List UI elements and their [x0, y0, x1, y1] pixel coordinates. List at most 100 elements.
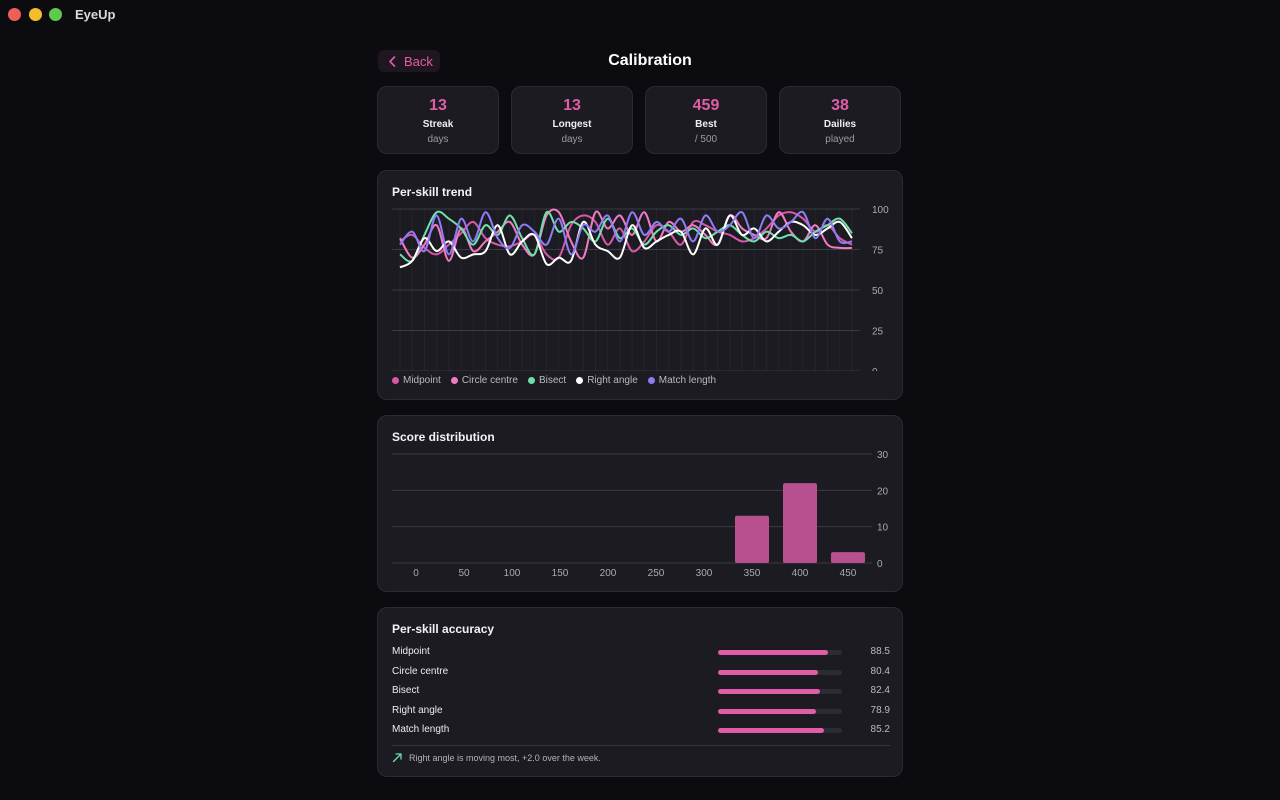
accuracy-fill	[718, 708, 816, 714]
legend-entry: Circle centre	[450, 375, 518, 386]
y-tick-label: 20	[877, 486, 889, 497]
app-name: EyeUp	[75, 7, 116, 22]
series-line	[399, 214, 853, 269]
accuracy-value: 82.4	[870, 685, 890, 696]
x-tick-label: 150	[552, 568, 569, 579]
legend-label: Right angle	[587, 375, 638, 386]
accuracy-fill	[718, 728, 824, 733]
accuracy-row: Midpoint 88.5	[392, 646, 890, 660]
stat-value: 459	[692, 97, 720, 114]
x-tick-label: 300	[696, 568, 713, 579]
stat-sub: days	[427, 134, 449, 145]
y-tick-label: 0	[872, 367, 878, 371]
accuracy-row: Circle centre 80.4	[392, 666, 890, 680]
accuracy-track	[718, 650, 842, 655]
accuracy-track	[718, 728, 842, 733]
legend-entry: Right angle	[576, 375, 638, 386]
x-tick-label: 450	[840, 568, 857, 579]
stat-sub: / 500	[694, 134, 718, 145]
accuracy-title: Per-skill accuracy	[392, 622, 495, 636]
legend-entry: Match length	[647, 375, 717, 386]
accuracy-row: Right angle 78.9	[392, 705, 890, 719]
stat-label: Best	[695, 119, 717, 130]
x-tick-label: 0	[413, 568, 419, 579]
accuracy-value: 78.9	[870, 704, 890, 716]
trend-chart: 0 25 50 75 100	[392, 205, 889, 371]
stat-value: 13	[429, 97, 447, 114]
trend-title: Per-skill trend	[392, 185, 473, 199]
legend-swatch	[392, 377, 399, 384]
stat-label: Longest	[552, 119, 592, 130]
y-tick-label: 25	[872, 327, 884, 338]
accuracy-track	[718, 669, 842, 675]
series-line	[399, 208, 853, 262]
accuracy-label: Circle centre	[392, 665, 449, 677]
stat-sub: days	[561, 134, 583, 145]
stat-card-streak: 13 Streak days	[377, 86, 499, 154]
close-window-button[interactable]	[8, 8, 21, 21]
bar	[735, 515, 769, 563]
distribution-panel: Score distribution 0 10 20 30 0 50 100 150 200 25…	[377, 415, 903, 592]
bar	[831, 552, 865, 563]
accuracy-track	[718, 708, 842, 714]
x-tick-label: 250	[648, 568, 665, 579]
series-line	[399, 210, 853, 263]
y-tick-label: 50	[872, 286, 884, 297]
accuracy-track	[718, 689, 842, 694]
accuracy-value: 88.5	[870, 646, 890, 657]
legend-entry: Bisect	[527, 375, 567, 386]
y-tick-label: 30	[877, 450, 889, 461]
accuracy-fill	[718, 669, 818, 675]
trend-legend: Midpoint Circle centre Bisect Right angle Ma…	[392, 375, 716, 386]
legend-label: Circle centre	[461, 375, 518, 386]
back-button[interactable]: Back	[378, 50, 440, 72]
legend-label: Bisect	[538, 375, 567, 386]
zoom-window-button[interactable]	[49, 8, 62, 21]
accuracy-label: Right angle	[392, 704, 443, 716]
trending-up-icon	[392, 753, 402, 763]
insight-text: Right angle is moving most, +2.0 over th…	[409, 752, 601, 763]
accuracy-panel: Per-skill accuracy Midpoint 88.5 Circle ce…	[377, 607, 903, 777]
stat-card-longest: 13 Longest days	[511, 86, 633, 154]
accuracy-fill	[718, 650, 828, 655]
stat-card-dailies: 38 Dailies played	[779, 86, 901, 154]
insight-row: Right angle is moving most, +2.0 over th…	[392, 752, 601, 763]
page-title: Calibration	[608, 52, 692, 69]
y-tick-label: 75	[872, 246, 884, 257]
x-tick-label: 50	[458, 568, 470, 579]
accuracy-label: Bisect	[392, 685, 420, 696]
legend-swatch	[527, 377, 535, 384]
x-tick-label: 350	[744, 568, 761, 579]
stat-value: 38	[831, 97, 849, 114]
legend-swatch	[450, 377, 458, 384]
minimize-window-button[interactable]	[29, 8, 42, 21]
x-tick-label: 200	[600, 568, 617, 579]
accuracy-label: Midpoint	[392, 646, 430, 657]
accuracy-row: Match length 85.2	[392, 724, 890, 738]
y-tick-label: 0	[877, 559, 883, 570]
legend-swatch	[576, 377, 584, 384]
x-tick-label: 100	[504, 568, 521, 579]
x-tick-label: 400	[792, 568, 809, 579]
accuracy-fill	[718, 689, 821, 694]
accuracy-row: Bisect 82.4	[392, 685, 890, 699]
series-line	[399, 210, 853, 256]
chevron-left-icon	[389, 55, 396, 67]
stat-label: Dailies	[823, 119, 857, 130]
stat-label: Streak	[422, 119, 454, 130]
legend-swatch	[647, 377, 655, 384]
accuracy-value: 85.2	[870, 724, 890, 735]
stat-value: 13	[563, 97, 581, 114]
y-tick-label: 10	[877, 523, 889, 534]
accuracy-label: Match length	[392, 724, 450, 735]
legend-label: Match length	[658, 375, 717, 386]
y-tick-label: 100	[872, 205, 889, 216]
title-bar: EyeUp	[0, 0, 1280, 30]
legend-entry: Midpoint	[392, 375, 441, 386]
accuracy-value: 80.4	[870, 665, 890, 677]
back-label: Back	[404, 53, 433, 69]
stat-sub: played	[825, 134, 855, 145]
legend-label: Midpoint	[403, 375, 441, 386]
